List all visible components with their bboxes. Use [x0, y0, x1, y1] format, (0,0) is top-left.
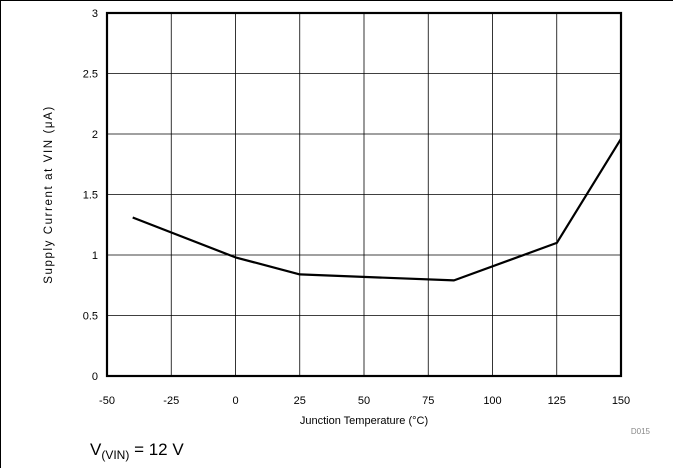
- test-condition: V(VIN) = 12 V: [90, 440, 184, 462]
- x-tick-label: 0: [232, 395, 238, 407]
- page-left-rule: [0, 0, 1, 468]
- series-layer: [132, 138, 622, 282]
- x-tick-label: 125: [548, 395, 566, 407]
- x-tick-label: 75: [422, 395, 434, 407]
- grid-lines: [107, 13, 621, 376]
- y-tick-label: 1.5: [83, 190, 98, 202]
- supply-current-chart: -50 -25 0 25 50 75 100 125 150 0 0.5 1 1.5 2 2.5 3 Jun…: [43, 8, 651, 436]
- x-tick-label: 25: [294, 395, 306, 407]
- y-tick-label: 2.5: [83, 69, 98, 81]
- y-tick-label: 0.5: [83, 311, 98, 323]
- series-line: [132, 138, 622, 282]
- x-axis-title: Junction Temperature (°C): [300, 415, 428, 427]
- x-tick-label: 100: [483, 395, 501, 407]
- condition-subscript: (VIN): [101, 448, 130, 462]
- y-tick-labels: 0 0.5 1 1.5 2 2.5 3: [83, 8, 98, 383]
- x-tick-label: -25: [163, 395, 179, 407]
- y-tick-label: 3: [92, 8, 98, 20]
- figure-id: D015: [631, 427, 651, 436]
- x-tick-labels: -50 -25 0 25 50 75 100 125 150: [99, 395, 630, 407]
- condition-symbol: V: [90, 440, 102, 459]
- page-top-rule: [0, 0, 673, 1]
- plot-frame: [105, 11, 623, 378]
- y-tick-label: 0: [92, 371, 98, 383]
- y-tick-label: 1: [92, 250, 98, 262]
- x-tick-label: 50: [358, 395, 370, 407]
- x-tick-label: 150: [612, 395, 630, 407]
- y-tick-label: 2: [92, 129, 98, 141]
- x-tick-label: -50: [99, 395, 115, 407]
- y-axis-title: Supply Current at VIN (μA): [43, 105, 55, 284]
- condition-value: = 12 V: [134, 440, 184, 459]
